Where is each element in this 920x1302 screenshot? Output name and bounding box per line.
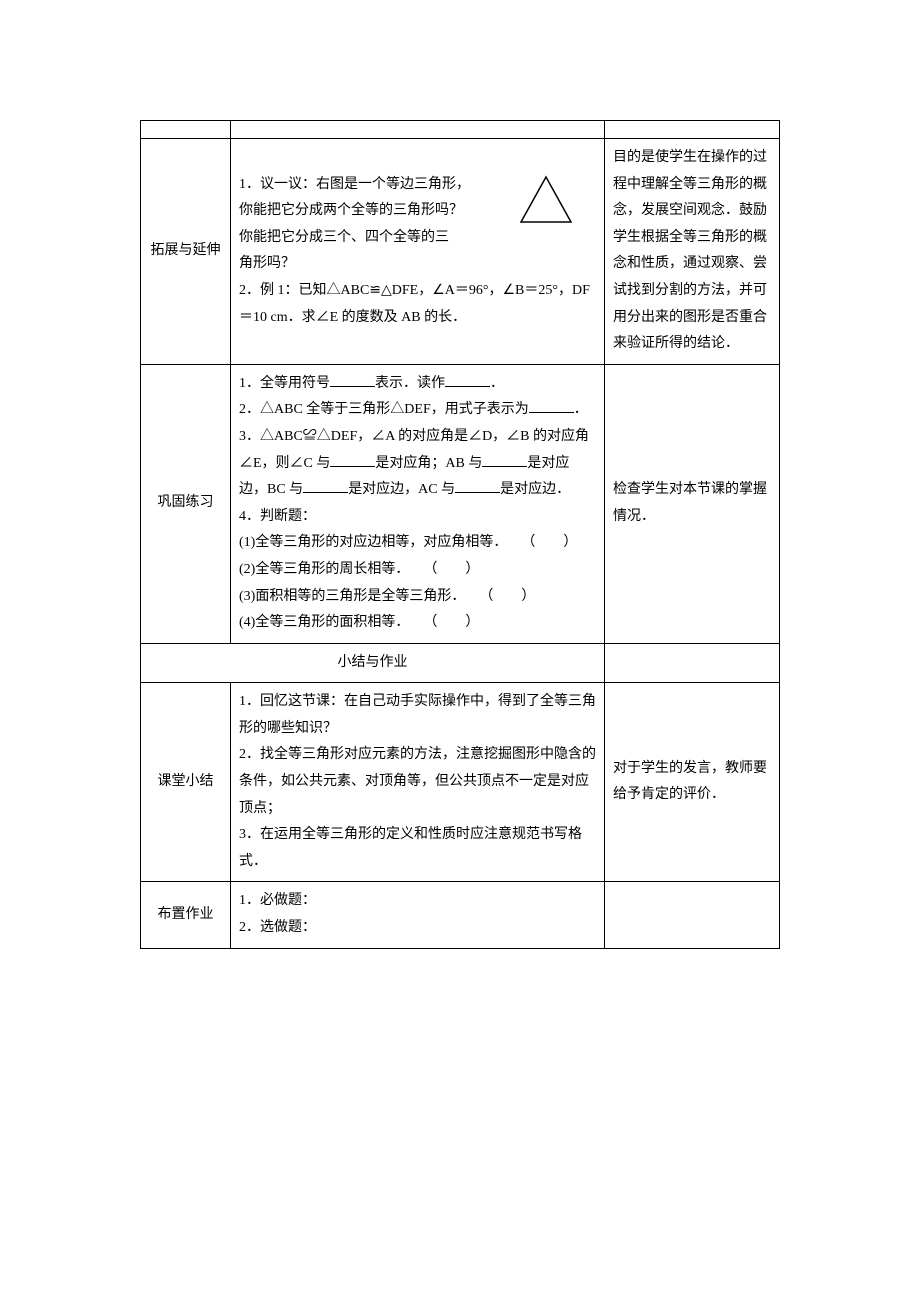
blank: [455, 479, 500, 493]
ext-para1-l4: 角形吗？: [239, 251, 596, 278]
practice-q2: 2．△ABC 全等于三角形△DEF，用式子表示为 ．: [239, 397, 596, 424]
extension-note: 目的是使学生在操作的过程中理解全等三角形的概念，发展空间观念．鼓励学生根据全等三…: [605, 139, 780, 365]
practice-q3: 3．△ABC≌△DEF，∠A 的对应角是∠D，∠B 的对应角∠E，则∠C 与是对…: [239, 424, 596, 504]
q1-b: 表示．读作: [375, 376, 445, 391]
triangle-icon: [516, 172, 576, 227]
section-header-note: [605, 643, 780, 683]
blank: [330, 453, 375, 467]
blank: [482, 453, 527, 467]
practice-label: 巩固练习: [141, 364, 231, 643]
q1-c: ．: [490, 376, 504, 391]
practice-q4-1: (1)全等三角形的对应边相等，对应角相等． （ ）: [239, 530, 596, 557]
row-summary: 课堂小结 1．回忆这节课：在自己动手实际操作中，得到了全等三角形的哪些知识？ 2…: [141, 683, 780, 882]
q1-a: 1．全等用符号: [239, 376, 330, 391]
homework-p1: 1．必做题：: [239, 888, 596, 915]
section-header-cell: 小结与作业: [141, 643, 605, 683]
summary-p1: 1．回忆这节课：在自己动手实际操作中，得到了全等三角形的哪些知识？: [239, 689, 596, 742]
practice-q4-4: (4)全等三角形的面积相等． （ ）: [239, 610, 596, 637]
ext-para2: 2．例 1：已知△ABC≌△DFE，∠A＝96°，∠B＝25°，DF＝10 cm…: [239, 278, 596, 331]
q2-b: ．: [574, 402, 588, 417]
empty-row: [141, 121, 780, 139]
blank: [330, 373, 375, 387]
blank: [303, 479, 348, 493]
homework-note: [605, 882, 780, 948]
row-practice: 巩固练习 1．全等用符号 表示．读作 ． 2．△ABC 全等于三角形△DEF，用式子…: [141, 364, 780, 643]
practice-content: 1．全等用符号表示．读作． 2．△ABC 全等于三角形△DEF，用式子表示为． …: [231, 364, 605, 643]
summary-content: 1．回忆这节课：在自己动手实际操作中，得到了全等三角形的哪些知识？ 2．找全等三…: [231, 683, 605, 882]
lesson-plan-table: 拓展与延伸 1．议一议：右图是一个等边三角形， 你能把它分成两个全等的三角形吗？…: [140, 120, 780, 949]
homework-label: 布置作业: [141, 882, 231, 948]
extension-label: 拓展与延伸: [141, 139, 231, 365]
row-section-header: 小结与作业: [141, 643, 780, 683]
practice-note: 检查学生对本节课的掌握情况．: [605, 364, 780, 643]
summary-label: 课堂小结: [141, 683, 231, 882]
summary-p3: 3．在运用全等三角形的定义和性质时应注意规范书写格式．: [239, 822, 596, 875]
blank: [445, 373, 490, 387]
row-homework: 布置作业 1．必做题： 2．选做题：: [141, 882, 780, 948]
practice-q1: 1．全等用符号 表示．读作 ．: [239, 371, 596, 398]
practice-q4-2: (2)全等三角形的周长相等． （ ）: [239, 557, 596, 584]
q3-e: 是对应边．: [500, 482, 570, 497]
extension-content: 1．议一议：右图是一个等边三角形， 你能把它分成两个全等的三角形吗？ 你能把它分…: [231, 139, 605, 365]
practice-q4: 4．判断题：: [239, 504, 596, 531]
ext-para1-l3: 你能把它分成三个、四个全等的三: [239, 225, 596, 252]
summary-p2: 2．找全等三角形对应元素的方法，注意挖掘图形中隐含的条件，如公共元素、对顶角等，…: [239, 742, 596, 822]
q3-b: 是对应角；AB 与: [375, 456, 482, 471]
q3-d: 是对应边，AC 与: [348, 482, 455, 497]
q2-a: 2．△ABC 全等于三角形△DEF，用式子表示为: [239, 402, 529, 417]
homework-content: 1．必做题： 2．选做题：: [231, 882, 605, 948]
summary-note: 对于学生的发言，教师要给予肯定的评价．: [605, 683, 780, 882]
homework-p2: 2．选做题：: [239, 915, 596, 942]
row-extension: 拓展与延伸 1．议一议：右图是一个等边三角形， 你能把它分成两个全等的三角形吗？…: [141, 139, 780, 365]
practice-q4-3: (3)面积相等的三角形是全等三角形． （ ）: [239, 584, 596, 611]
blank: [529, 399, 574, 413]
